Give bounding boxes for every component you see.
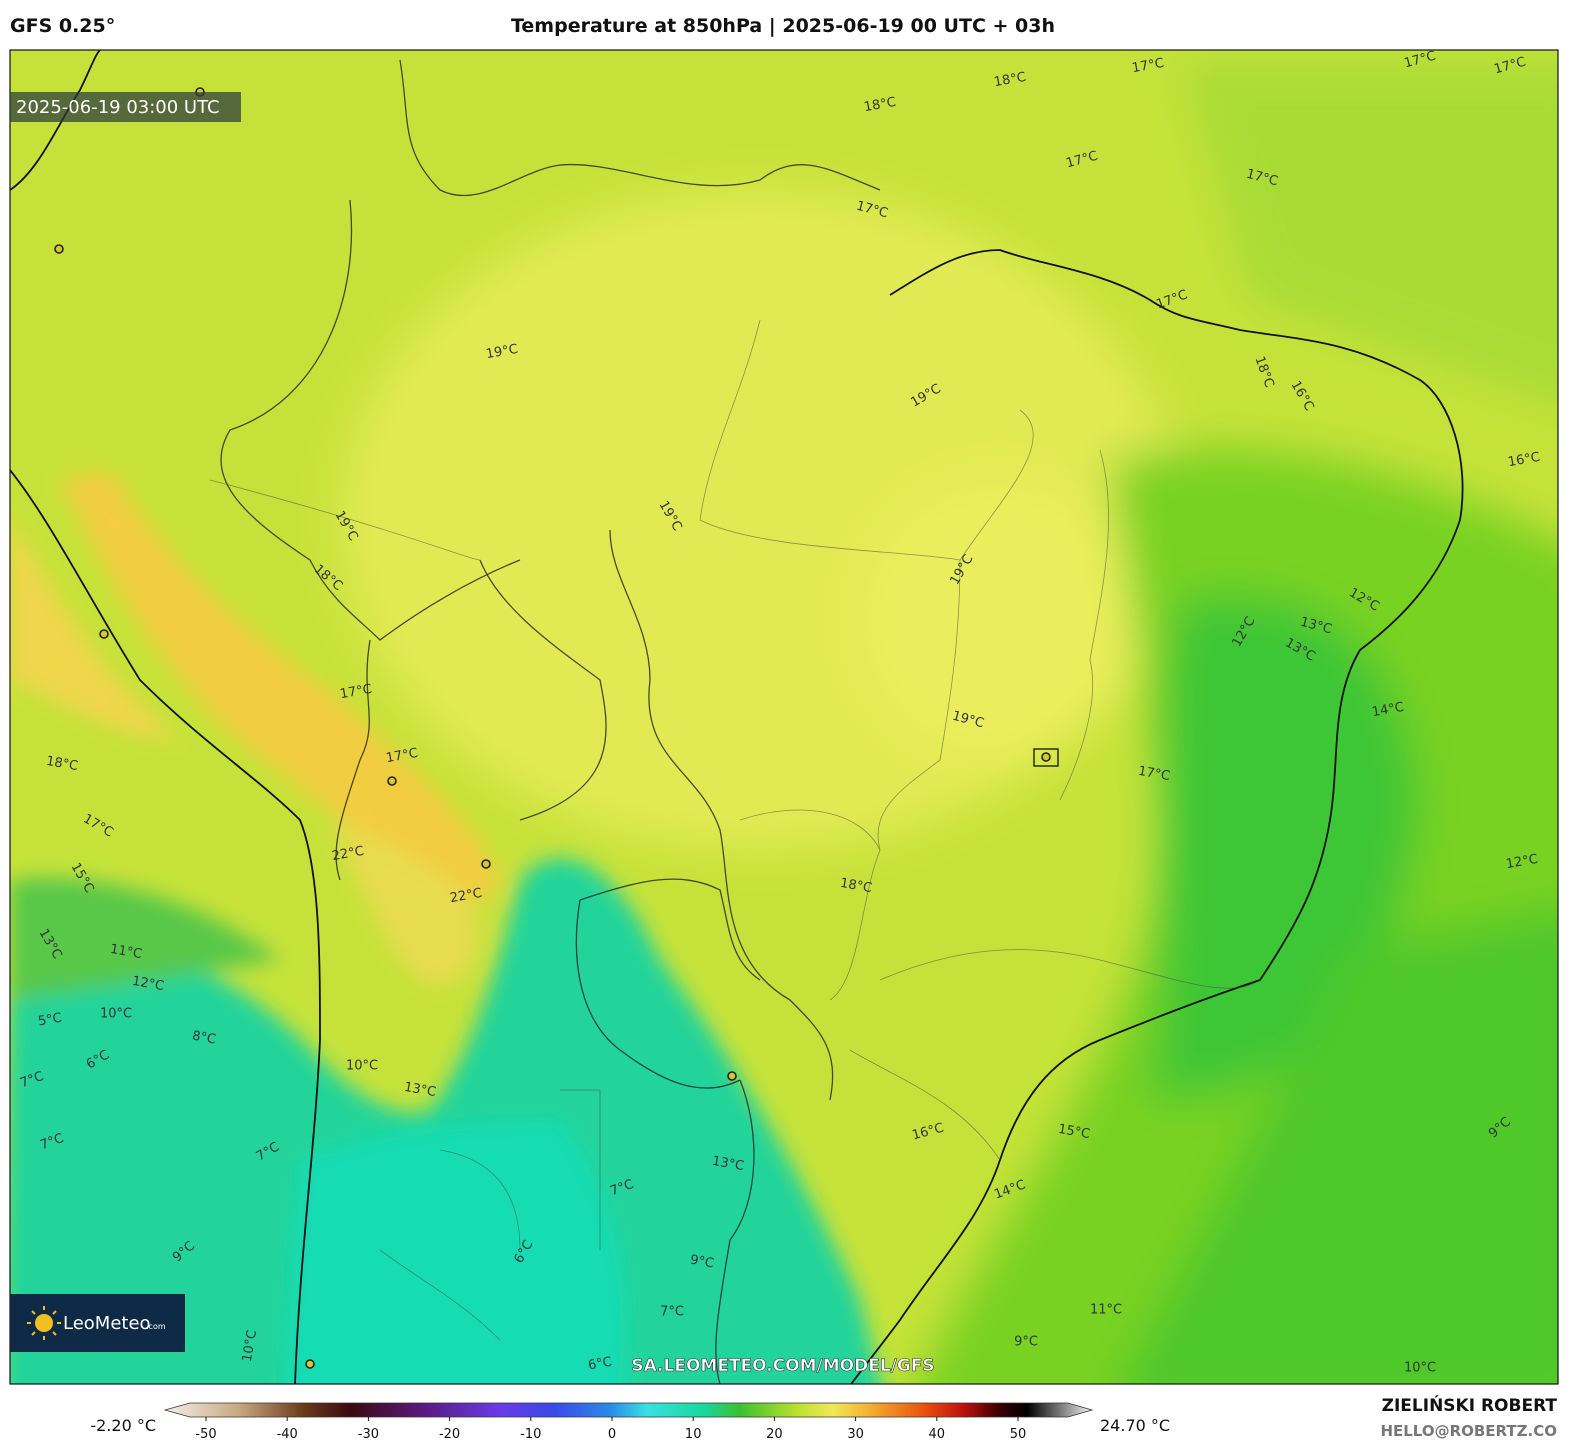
contour-label: 17°C bbox=[1137, 764, 1171, 784]
contour-label: 6°C bbox=[587, 1355, 613, 1374]
colorbar bbox=[163, 1402, 1094, 1418]
colorbar-tick-label: 50 bbox=[1010, 1427, 1027, 1442]
contour-label: 10°C bbox=[100, 1007, 132, 1022]
contour-label: 17°C bbox=[339, 682, 373, 702]
state-borders bbox=[209, 319, 1261, 1341]
contour-label: 13°C bbox=[711, 1154, 745, 1174]
map-title: Temperature at 850hPa | 2025-06-19 00 UT… bbox=[511, 15, 1055, 37]
contour-label: 12°C bbox=[131, 974, 165, 994]
contour-label: 11°C bbox=[109, 942, 143, 962]
contour-label: 14°C bbox=[1371, 700, 1405, 720]
colorbar-tick-label: 10 bbox=[685, 1427, 702, 1442]
contour-label: 17°C bbox=[1131, 56, 1165, 76]
model-label: GFS 0.25° bbox=[10, 15, 115, 37]
contour-label: 18°C bbox=[993, 70, 1027, 90]
colorbar-tick-label: -50 bbox=[195, 1427, 216, 1442]
contour-label: 7°C bbox=[660, 1305, 684, 1320]
colorbar-tick-label: -30 bbox=[358, 1427, 379, 1442]
colorbar-tick-label: 0 bbox=[608, 1427, 616, 1442]
author-name: ZIELIŃSKI ROBERT bbox=[1382, 1394, 1558, 1416]
contour-label: 9°C bbox=[689, 1253, 715, 1272]
colorbar-tick-label: -20 bbox=[439, 1427, 460, 1442]
temperature-field: 18°C17°C 17°C 17°C18°C17°C17°C17°C17°C19°C… bbox=[10, 50, 1558, 1384]
contour-label: 9°C bbox=[1014, 1335, 1038, 1350]
contour-label: 18°C bbox=[839, 876, 873, 896]
contour-label: 13°C bbox=[403, 1080, 437, 1100]
cities bbox=[54, 87, 1051, 1369]
colorbar-tick-label: -40 bbox=[277, 1427, 298, 1442]
contour-label: 10°C bbox=[240, 1329, 260, 1363]
contour-label: 10°C bbox=[1404, 1361, 1436, 1376]
contour-label: 12°C bbox=[1505, 852, 1539, 872]
colorbar-tick-label: 40 bbox=[929, 1427, 946, 1442]
timestamp-box bbox=[10, 92, 241, 122]
map-frame bbox=[9, 49, 1559, 1385]
contour-labels: 18°C17°C 17°C 17°C18°C17°C17°C17°C17°C19°C… bbox=[18, 50, 1541, 1376]
contour-label: 16°C bbox=[1507, 450, 1541, 470]
contour-label: 11°C bbox=[1090, 1303, 1122, 1318]
colorbar-max: 24.70 °C bbox=[1100, 1416, 1170, 1435]
contour-label: 22°C bbox=[449, 886, 483, 906]
colorbar-tick-label: 20 bbox=[766, 1427, 783, 1442]
contour-label: 18°C bbox=[45, 754, 79, 774]
contour-label: 17°C bbox=[385, 746, 419, 766]
logo-sun bbox=[27, 1306, 61, 1340]
contour-label: 22°C bbox=[331, 844, 365, 864]
contour-label: 10°C bbox=[346, 1059, 378, 1074]
federal-district bbox=[1033, 748, 1059, 767]
contour-label: 15°C bbox=[1057, 1122, 1091, 1142]
contour-label: 18°C bbox=[863, 95, 897, 115]
colorbar-ticks: -50 -40 -30 -20 -10 0 10 20 30 40 50 bbox=[195, 1417, 1026, 1442]
colorbar-min: -2.20 °C bbox=[90, 1416, 156, 1435]
contour-label: 5°C bbox=[37, 1011, 63, 1030]
contour-label: 19°C bbox=[485, 342, 519, 362]
colorbar-tick-label: -10 bbox=[520, 1427, 541, 1442]
contour-label: 8°C bbox=[191, 1029, 217, 1048]
logo-name: LeoMeteo bbox=[63, 1313, 151, 1334]
colorbar-tick-label: 30 bbox=[847, 1427, 864, 1442]
watermark: SA.LEOMETEO.COM/MODEL/GFS bbox=[631, 1356, 934, 1376]
borders bbox=[220, 59, 881, 1384]
timestamp: 2025-06-19 03:00 UTC bbox=[16, 97, 220, 118]
logo-suffix: .com bbox=[146, 1322, 166, 1331]
author-email: HELLO@ROBERTZ.CO bbox=[1380, 1422, 1557, 1440]
